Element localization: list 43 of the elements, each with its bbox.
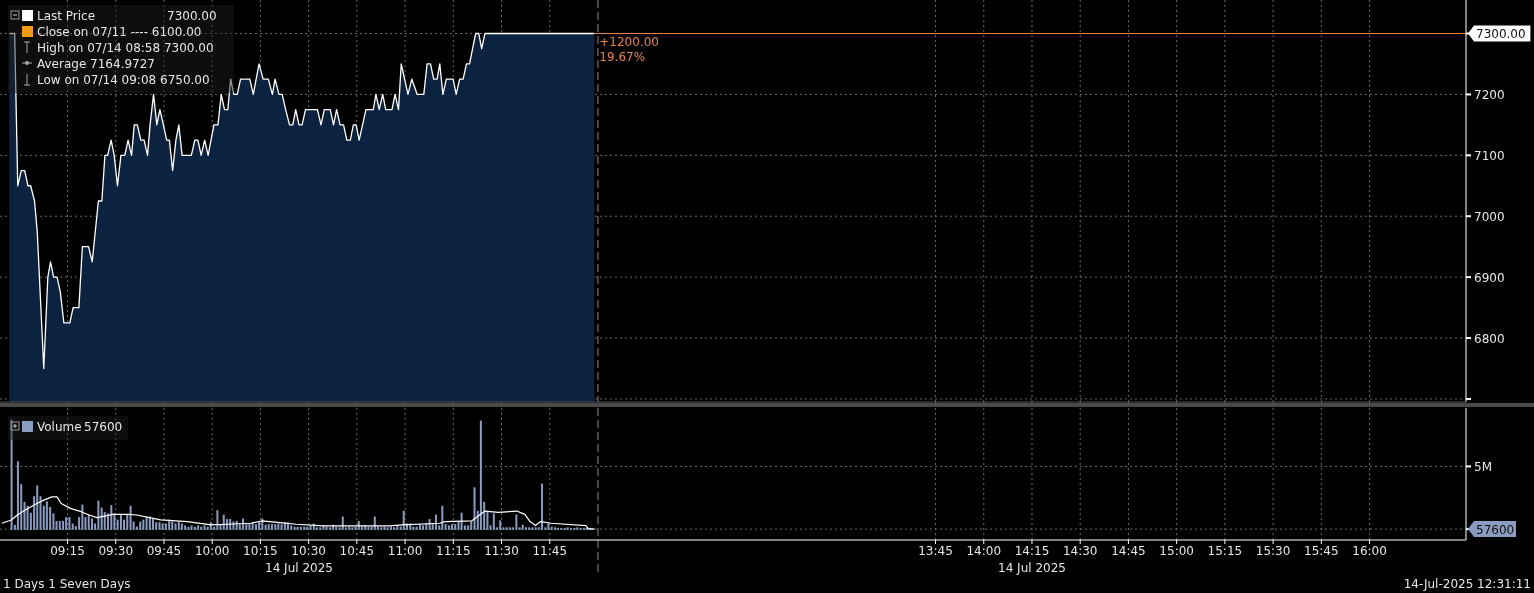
x-tick-label: 15:45	[1304, 544, 1339, 558]
x-tick-label: 14:45	[1111, 544, 1146, 558]
x-tick-label: 10:45	[339, 544, 375, 558]
x-tick-label: 14:00	[966, 544, 1002, 558]
annotation: +1200.00	[599, 34, 659, 49]
x-tick-label: 10:30	[291, 544, 326, 558]
annotation: Average 7164.9727	[37, 57, 155, 71]
y-tick-label: 5M	[1474, 459, 1492, 474]
legend-label: Volume	[37, 420, 82, 434]
text: 14-Jul-2025 12:31:11	[1403, 577, 1531, 591]
annotation: Close on 07/11 ---- 6100.00	[37, 25, 202, 39]
x-tick-label: 09:30	[98, 544, 134, 558]
y-tick-label: 6900	[1474, 270, 1505, 285]
y-tick-label: 7100	[1474, 148, 1505, 163]
x-tick-label: 14:15	[1014, 544, 1050, 558]
x-axis-title: 14 Jul 2025	[265, 561, 333, 575]
x-tick-label: 11:15	[436, 544, 471, 558]
text: 1 Days 1 Seven Days	[3, 577, 131, 591]
y-tick-label: 7000	[1474, 209, 1505, 224]
x-tick-label: 14:30	[1062, 544, 1098, 558]
text: 14 Jul 2025	[998, 561, 1066, 575]
x-tick-label: 15:15	[1207, 544, 1243, 558]
annotation: Low on 07/14 09:08 6750.00	[37, 73, 210, 87]
y-tick-label: 6800	[1474, 331, 1505, 346]
x-tick-label: 09:15	[50, 544, 85, 558]
x-tick-label: 10:15	[243, 544, 278, 558]
y-tick-label: 7200	[1474, 87, 1505, 102]
annotation: 7300.00	[167, 9, 217, 23]
x-tick-label: 13:45	[918, 544, 953, 558]
x-tick-label: 16:00	[1352, 544, 1387, 558]
y-tick-label: 7300.00	[1476, 27, 1526, 41]
x-tick-label: 11:00	[387, 544, 423, 558]
annotation: 57600	[84, 420, 123, 434]
x-tick-label: 09:45	[146, 544, 182, 558]
x-tick-label: 11:45	[532, 544, 568, 558]
x-tick-label: 15:30	[1255, 544, 1291, 558]
annotation: 19.67%	[599, 49, 646, 64]
x-tick-label: 10:00	[194, 544, 230, 558]
annotation: High on 07/14 08:58 7300.00	[37, 41, 214, 55]
y-tick-label: 57600	[1476, 522, 1515, 537]
legend-label: Last Price	[37, 9, 96, 23]
x-tick-label: 15:00	[1159, 544, 1194, 558]
x-tick-label: 11:30	[484, 544, 519, 558]
